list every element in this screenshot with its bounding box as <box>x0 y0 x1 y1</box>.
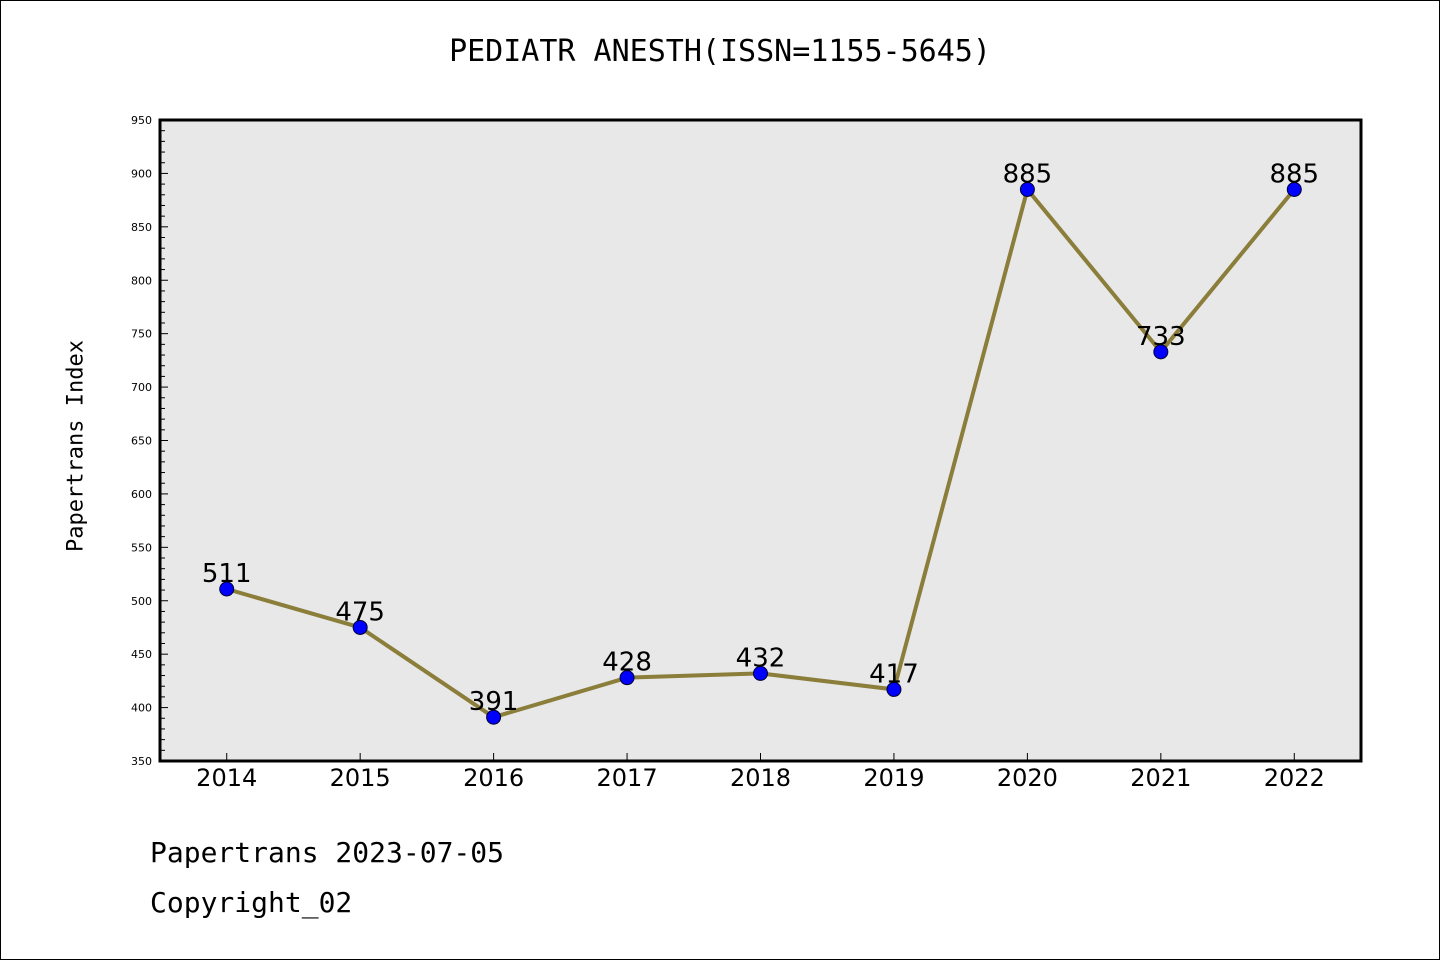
y-tick-label: 800 <box>131 274 152 287</box>
x-tick-label: 2022 <box>1264 764 1325 792</box>
plot-border <box>158 118 1363 763</box>
data-label: 428 <box>602 648 652 678</box>
data-label: 511 <box>202 559 252 589</box>
footer-copyright: Copyright_02 <box>150 886 353 919</box>
x-tick-label: 2018 <box>730 764 791 792</box>
data-point <box>619 670 635 686</box>
data-point <box>753 665 768 681</box>
data-point <box>486 709 502 725</box>
y-tick-label: 700 <box>131 381 152 394</box>
chart-title: PEDIATR ANESTH(ISSN=1155-5645) <box>449 34 991 69</box>
x-tick-label: 2016 <box>463 764 524 792</box>
y-tick-label: 750 <box>131 328 152 341</box>
y-tick-label: 400 <box>131 702 152 715</box>
y-tick-label: 500 <box>131 595 152 608</box>
x-tick-label: 2015 <box>330 764 391 792</box>
x-tick-label: 2014 <box>196 764 257 792</box>
data-point <box>352 619 368 635</box>
y-tick-label: 450 <box>131 648 152 661</box>
y-tick-label: 550 <box>131 541 152 554</box>
x-tick-label: 2019 <box>863 764 924 792</box>
data-label: 885 <box>1003 159 1053 189</box>
y-tick-label: 650 <box>131 435 152 448</box>
y-tick-label: 850 <box>131 221 152 234</box>
footer-date: Papertrans 2023-07-05 <box>150 836 505 869</box>
plot-area <box>160 120 1361 761</box>
data-point <box>1153 344 1169 360</box>
y-tick-label: 600 <box>131 488 152 501</box>
y-tick-label: 950 <box>131 114 152 127</box>
data-point <box>1286 181 1302 197</box>
data-point <box>886 681 902 697</box>
data-label: 733 <box>1136 322 1186 352</box>
y-tick-label: 900 <box>131 167 152 180</box>
data-label: 391 <box>469 687 519 717</box>
data-point <box>1019 181 1035 197</box>
data-label: 885 <box>1269 159 1319 189</box>
y-tick-label: 350 <box>131 755 152 768</box>
x-tick-label: 2017 <box>597 764 658 792</box>
data-label: 475 <box>335 597 385 627</box>
data-point <box>219 581 235 597</box>
data-label: 417 <box>869 659 919 689</box>
x-tick-label: 2021 <box>1130 764 1191 792</box>
x-tick-label: 2020 <box>997 764 1058 792</box>
data-label: 432 <box>736 643 786 673</box>
